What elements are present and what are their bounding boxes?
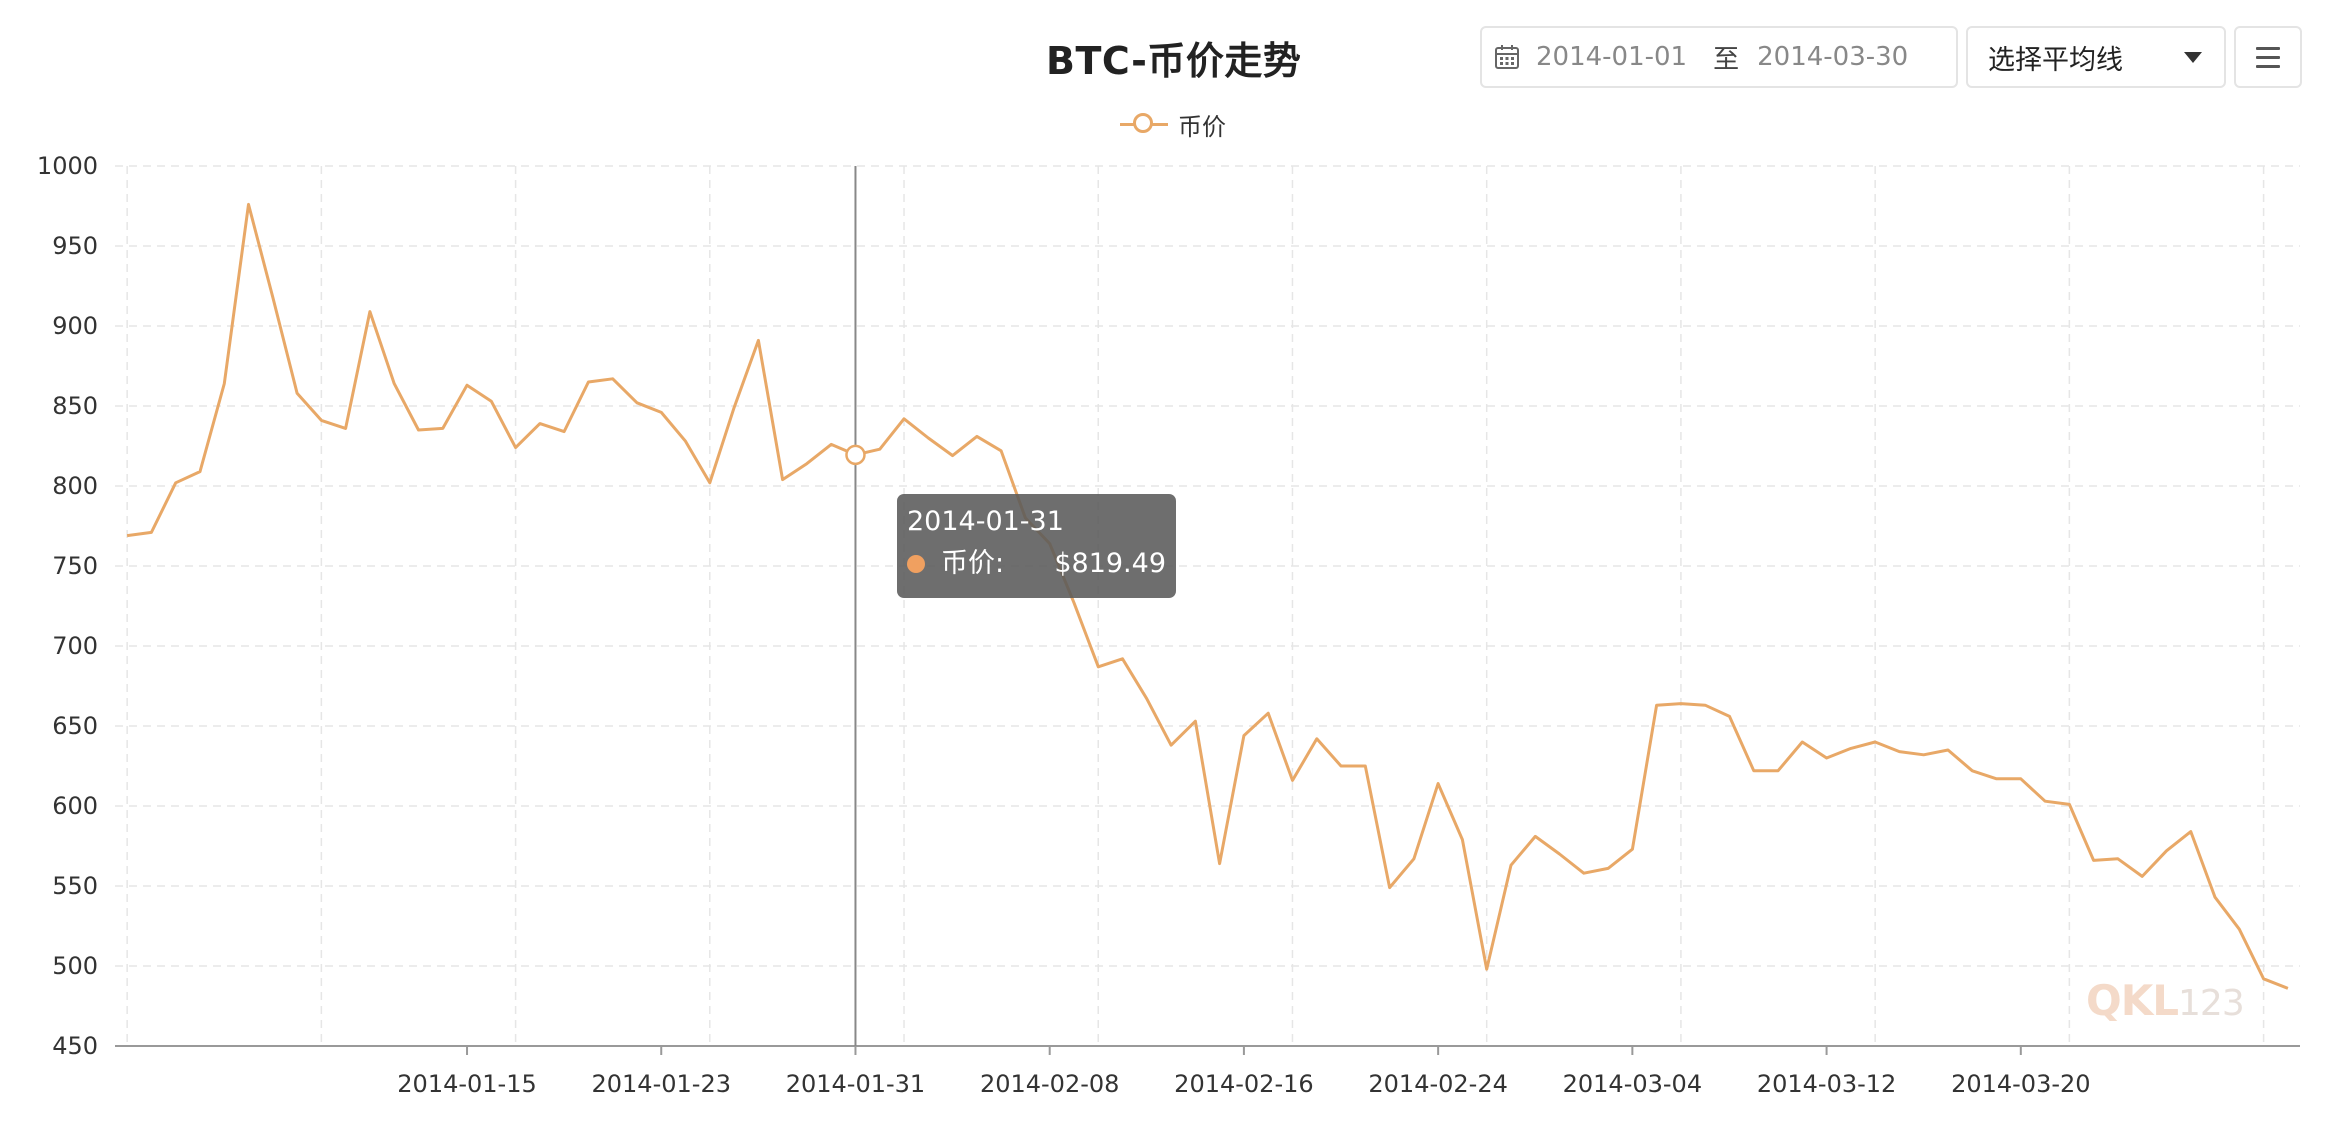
average-line-select-label: 选择平均线	[1988, 44, 2123, 76]
y-tick-label: 600	[52, 792, 98, 820]
caret-down-icon	[2184, 51, 2202, 63]
x-tick-label: 2014-03-20	[1951, 1070, 2090, 1098]
tooltip-value: $819.49	[1054, 548, 1166, 579]
x-tick-label: 2014-03-12	[1757, 1070, 1896, 1098]
y-tick-label: 800	[52, 472, 98, 500]
menu-button[interactable]	[2234, 26, 2302, 88]
y-tick-label: 1000	[37, 152, 98, 180]
tooltip-date: 2014-01-31	[907, 506, 1064, 537]
legend[interactable]: 币价	[1120, 104, 1226, 144]
x-tick-label: 2014-03-04	[1563, 1070, 1702, 1098]
y-tick-label: 850	[52, 392, 98, 420]
x-tick-label: 2014-02-24	[1368, 1070, 1507, 1098]
hamburger-icon-bar	[2256, 46, 2280, 50]
tooltip-series-name: 币价:	[941, 548, 1005, 579]
y-tick-label: 700	[52, 632, 98, 660]
start-date-input[interactable]: 2014-01-01	[1536, 42, 1688, 72]
y-tick-label: 650	[52, 712, 98, 740]
end-date-input[interactable]: 2014-03-30	[1757, 42, 1909, 72]
hamburger-icon-bar	[2256, 55, 2280, 59]
average-line-select[interactable]: 选择平均线	[1966, 26, 2226, 88]
chart-title: BTC-币价走势	[1046, 39, 1302, 83]
y-tick-label: 750	[52, 552, 98, 580]
x-tick-label: 2014-01-15	[397, 1070, 536, 1098]
x-tick-label: 2014-02-08	[980, 1070, 1119, 1098]
y-tick-label: 450	[52, 1032, 98, 1060]
hamburger-icon-bar	[2256, 64, 2280, 68]
tooltip: 2014-01-31 币价: $819.49	[897, 494, 1176, 598]
x-tick-label: 2014-02-16	[1174, 1070, 1313, 1098]
y-tick-label: 950	[52, 232, 98, 260]
legend-label: 币价	[1178, 112, 1226, 141]
legend-line-circle-icon	[1120, 109, 1168, 139]
date-range-separator: 至	[1713, 44, 1740, 75]
x-tick-label: 2014-01-31	[786, 1070, 925, 1098]
y-tick-label: 550	[52, 872, 98, 900]
tooltip-series-dot	[907, 555, 925, 573]
calendar-icon	[1494, 44, 1520, 70]
date-range-picker[interactable]: 2014-01-01 至 2014-03-30	[1480, 26, 1958, 88]
hover-point-marker	[845, 444, 866, 466]
y-tick-label: 500	[52, 952, 98, 980]
brand-watermark: QKL123	[2086, 976, 2245, 1025]
series-line	[126, 202, 2289, 990]
y-tick-label: 900	[52, 312, 98, 340]
x-tick-label: 2014-01-23	[592, 1070, 731, 1098]
